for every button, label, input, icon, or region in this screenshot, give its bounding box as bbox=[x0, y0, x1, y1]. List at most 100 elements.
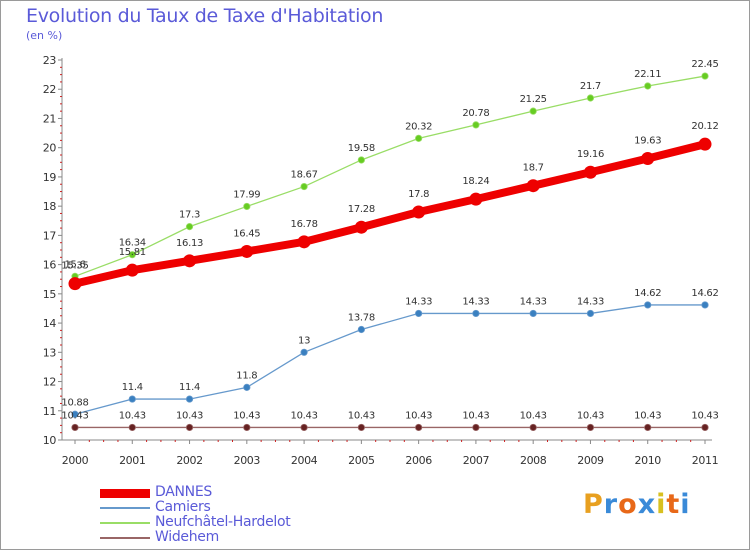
data-point-widehem-2009 bbox=[586, 423, 595, 432]
data-point-neufchatel-hardelot-2009 bbox=[586, 94, 595, 102]
data-label-dannes-2006: 17.8 bbox=[408, 189, 429, 200]
y-tick-label-16: 16 bbox=[43, 259, 57, 272]
data-labels: 10.43 10.43 10.43 10.43 10.43 10.43 10.43 10.43… bbox=[61, 59, 718, 421]
data-label-dannes-2007: 18.24 bbox=[462, 176, 489, 187]
chart-unit-label: (en %) bbox=[26, 29, 63, 42]
data-point-widehem-2004 bbox=[300, 423, 308, 432]
data-point-neufchatel-hardelot-2007 bbox=[472, 121, 480, 129]
data-label-widehem-2004: 10.43 bbox=[291, 410, 318, 421]
data-label-widehem-2009: 10.43 bbox=[577, 410, 604, 421]
data-point-camiers-2008 bbox=[529, 309, 537, 318]
legend-item-dannes: DANNES bbox=[100, 485, 360, 500]
data-label-widehem-2007: 10.43 bbox=[462, 410, 489, 421]
data-label-camiers-2010: 14.62 bbox=[634, 288, 661, 299]
data-label-dannes-2002: 16.13 bbox=[176, 238, 203, 249]
data-point-camiers-2003 bbox=[243, 383, 251, 391]
y-tick-label-21: 21 bbox=[43, 112, 56, 125]
x-tick-label-2006: 2006 bbox=[405, 454, 432, 467]
y-tick-label-13: 13 bbox=[43, 346, 57, 359]
data-point-dannes-2011 bbox=[698, 137, 712, 151]
data-label-widehem-2006: 10.43 bbox=[405, 410, 432, 421]
x-tick-label-2008: 2008 bbox=[520, 454, 547, 467]
x-tick-label-2001: 2001 bbox=[119, 454, 145, 467]
data-label-camiers-2001: 11.4 bbox=[122, 382, 143, 393]
data-label-neufchatel-hardelot-2004: 18.67 bbox=[291, 170, 318, 181]
data-point-widehem-2006 bbox=[415, 423, 423, 432]
legend-label-neufchatel-hardelot: Neufchâtel-Hardelot bbox=[155, 514, 291, 530]
data-point-widehem-2011 bbox=[701, 423, 709, 432]
data-point-camiers-2011 bbox=[701, 301, 709, 309]
data-point-dannes-2010 bbox=[641, 152, 655, 166]
chart-title: Evolution du Taux de Taxe d'Habitation bbox=[26, 5, 384, 27]
data-label-widehem-2001: 10.43 bbox=[119, 410, 146, 421]
data-label-neufchatel-hardelot-2011: 22.45 bbox=[691, 59, 718, 70]
data-label-dannes-2009: 19.16 bbox=[577, 149, 604, 160]
data-point-widehem-2001 bbox=[128, 423, 136, 432]
data-point-neufchatel-hardelot-2006 bbox=[415, 134, 423, 142]
y-tick-label-22: 22 bbox=[43, 83, 56, 96]
data-label-camiers-2007: 14.33 bbox=[462, 296, 489, 307]
logo-letter: x bbox=[637, 489, 657, 520]
data-label-neufchatel-hardelot-2005: 19.58 bbox=[348, 143, 375, 154]
x-tick-label-2009: 2009 bbox=[577, 454, 604, 467]
data-label-neufchatel-hardelot-2010: 22.11 bbox=[634, 69, 661, 80]
data-point-widehem-2010 bbox=[644, 423, 652, 432]
data-point-dannes-2007 bbox=[469, 192, 483, 206]
data-point-camiers-2010 bbox=[644, 301, 652, 309]
data-point-dannes-2006 bbox=[412, 205, 426, 219]
legend-item-neufchatel-hardelot: Neufchâtel-Hardelot bbox=[100, 515, 360, 530]
chart-axes: 10 11 12 13 14 15 16 17 18 19 20 21 22 23 2000 2001 2002… bbox=[43, 54, 719, 467]
data-label-widehem-2011: 10.43 bbox=[691, 410, 718, 421]
y-tick-label-17: 17 bbox=[43, 229, 57, 242]
data-label-dannes-2000: 15.35 bbox=[61, 261, 88, 272]
legend-label-dannes: DANNES bbox=[155, 484, 212, 500]
series-lines bbox=[68, 72, 712, 432]
y-tick-label-18: 18 bbox=[43, 200, 57, 213]
data-point-widehem-2003 bbox=[243, 423, 251, 432]
y-tick-label-15: 15 bbox=[43, 288, 57, 301]
data-point-camiers-2002 bbox=[185, 395, 194, 403]
data-point-widehem-2007 bbox=[472, 423, 480, 432]
legend-item-widehem: Widehem bbox=[100, 530, 360, 545]
series-line-neufchatel-hardelot bbox=[74, 75, 706, 277]
logo-letter: i bbox=[680, 489, 691, 520]
data-label-camiers-2009: 14.33 bbox=[577, 296, 604, 307]
data-point-dannes-2009 bbox=[583, 165, 597, 179]
legend-label-widehem: Widehem bbox=[155, 529, 219, 545]
y-tick-label-20: 20 bbox=[43, 142, 57, 155]
data-label-camiers-2002: 11.4 bbox=[179, 382, 200, 393]
x-tick-label-2007: 2007 bbox=[463, 454, 490, 467]
series-line-dannes bbox=[71, 140, 709, 288]
data-label-widehem-2008: 10.43 bbox=[520, 410, 547, 421]
data-label-camiers-2004: 13 bbox=[298, 335, 310, 346]
data-label-camiers-2011: 14.62 bbox=[691, 288, 718, 299]
data-point-dannes-2001 bbox=[125, 263, 139, 277]
data-point-neufchatel-hardelot-2002 bbox=[185, 223, 194, 231]
data-point-neufchatel-hardelot-2001 bbox=[128, 251, 136, 259]
data-label-neufchatel-hardelot-2003: 17.99 bbox=[233, 189, 260, 200]
data-label-widehem-2002: 10.43 bbox=[176, 410, 203, 421]
y-tick-label-23: 23 bbox=[43, 54, 57, 67]
logo-letter: t bbox=[666, 489, 681, 520]
legend-swatch-dannes bbox=[100, 488, 150, 498]
data-label-widehem-2005: 10.43 bbox=[348, 410, 375, 421]
data-point-widehem-2002 bbox=[185, 423, 194, 432]
data-point-camiers-2006 bbox=[415, 309, 423, 318]
data-point-widehem-2008 bbox=[529, 423, 537, 432]
data-point-neufchatel-hardelot-2011 bbox=[701, 72, 709, 80]
y-tick-label-12: 12 bbox=[43, 376, 56, 389]
data-point-dannes-2002 bbox=[183, 254, 197, 268]
logo-letter: o bbox=[618, 489, 638, 520]
data-point-camiers-2004 bbox=[300, 348, 308, 356]
x-tick-label-2000: 2000 bbox=[62, 454, 89, 467]
data-label-dannes-2001: 15.81 bbox=[119, 247, 146, 258]
logo-letter: i bbox=[656, 489, 667, 520]
y-tick-label-14: 14 bbox=[43, 317, 57, 330]
x-tick-label-2004: 2004 bbox=[291, 454, 318, 467]
data-point-dannes-2000 bbox=[68, 277, 82, 291]
data-point-dannes-2005 bbox=[354, 220, 368, 234]
data-point-neufchatel-hardelot-2005 bbox=[357, 156, 365, 164]
data-point-dannes-2004 bbox=[297, 235, 311, 249]
y-tick-label-11: 11 bbox=[43, 405, 56, 418]
